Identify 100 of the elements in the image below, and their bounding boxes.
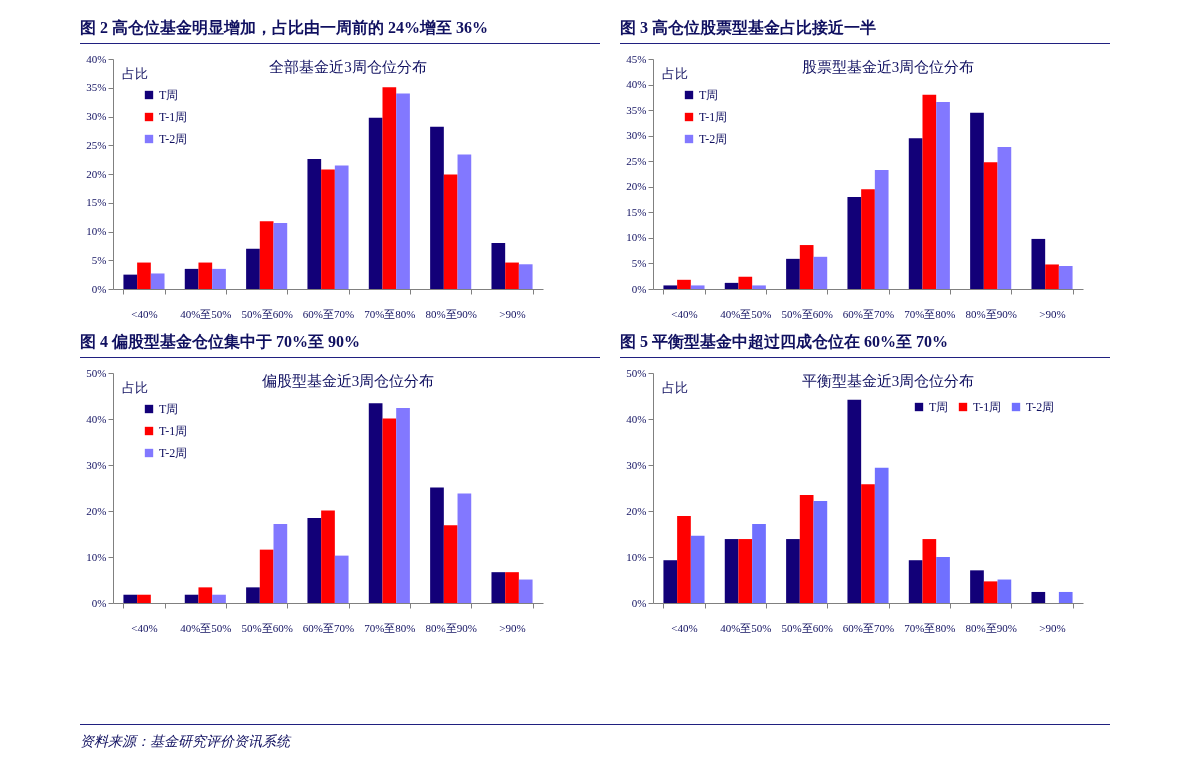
x-tick-label: 50%至60%: [241, 307, 293, 320]
chart-subtitle: 平衡型基金近3周仓位分布: [801, 373, 975, 389]
legend-label: T-1周: [973, 400, 1002, 414]
x-tick-label: 50%至60%: [781, 621, 833, 634]
chart-title: 图 3 高仓位股票型基金占比接近一半: [620, 18, 1110, 44]
legend-label: T周: [159, 402, 179, 416]
bar: [273, 523, 288, 603]
bar: [246, 587, 260, 603]
bar: [738, 276, 753, 289]
bar: [137, 594, 151, 603]
bar: [970, 570, 984, 603]
bar: [847, 197, 862, 289]
bar: [123, 594, 138, 603]
bar: [150, 273, 165, 289]
bar: [874, 467, 889, 603]
y-tick-label: 35%: [626, 103, 647, 116]
legend-label: T-2周: [699, 132, 728, 146]
bar: [936, 557, 950, 603]
y-tick-label: 50%: [86, 366, 107, 379]
y-tick-label: 20%: [86, 167, 107, 180]
y-tick-label: 30%: [86, 110, 107, 122]
bar: [738, 539, 753, 603]
legend-label: T-1周: [699, 110, 728, 124]
bar: [123, 274, 138, 289]
chart-subtitle: 股票型基金近3周仓位分布: [801, 59, 975, 75]
bar: [1031, 591, 1046, 603]
y-tick-label: 5%: [631, 256, 647, 269]
y-tick-label: 20%: [86, 504, 107, 517]
bar: [184, 594, 199, 603]
x-tick-label: 70%至80%: [904, 307, 956, 320]
bar: [752, 285, 766, 289]
x-tick-label: >90%: [1039, 621, 1066, 634]
bar: [799, 245, 814, 289]
x-tick-label: 60%至70%: [302, 621, 355, 634]
y-tick-label: 0%: [91, 596, 107, 609]
y-tick-label: 35%: [86, 81, 107, 94]
y-tick-label: 45%: [626, 52, 647, 65]
y-tick-label: 40%: [86, 412, 107, 425]
legend-label: T周: [699, 88, 719, 102]
chart-subtitle: 偏股型基金近3周仓位分布: [261, 373, 435, 389]
bar: [997, 579, 1012, 603]
bar: [690, 535, 705, 603]
bar: [382, 87, 397, 289]
bar: [677, 516, 691, 603]
bar: [724, 282, 739, 289]
y-axis-title: 占比: [121, 379, 148, 395]
bar: [334, 555, 349, 603]
x-tick-label: 70%至80%: [364, 621, 416, 634]
y-tick-label: 15%: [86, 196, 107, 209]
chart-title: 图 4 偏股型基金仓位集中于 70%至 90%: [80, 332, 600, 358]
y-axis-title: 占比: [661, 379, 688, 395]
bar: [457, 154, 472, 289]
bar: [813, 256, 828, 289]
bar: [321, 510, 335, 603]
bar: [922, 94, 937, 289]
bar: [430, 487, 444, 603]
x-tick-label: <40%: [131, 621, 158, 634]
bar: [430, 126, 444, 289]
x-tick-label: <40%: [671, 621, 698, 634]
legend-label: T-1周: [159, 424, 188, 438]
y-tick-label: 10%: [626, 550, 647, 563]
y-tick-label: 5%: [91, 253, 107, 266]
bar: [983, 162, 998, 289]
y-tick-label: 10%: [626, 231, 647, 244]
x-tick-label: 50%至60%: [781, 307, 833, 320]
x-tick-label: >90%: [499, 307, 526, 320]
legend-label: T-1周: [159, 110, 188, 124]
bar: [813, 500, 828, 603]
bar: [137, 262, 151, 289]
bar: [874, 169, 889, 289]
bar: [368, 117, 383, 289]
y-tick-label: 30%: [86, 458, 107, 471]
bar: [1045, 264, 1059, 289]
bar: [663, 560, 678, 603]
y-tick-label: 25%: [626, 154, 647, 167]
bar: [212, 268, 226, 289]
bar: [491, 243, 506, 289]
x-tick-label: 70%至80%: [364, 307, 416, 320]
x-tick-label: 70%至80%: [904, 621, 956, 634]
x-tick-label: 80%至90%: [425, 621, 477, 634]
bar: [246, 248, 260, 289]
bar: [198, 262, 213, 289]
x-tick-label: <40%: [131, 307, 158, 320]
y-tick-label: 10%: [86, 550, 107, 563]
bar: [1058, 266, 1073, 289]
bar: [184, 268, 199, 289]
x-tick-label: >90%: [499, 621, 526, 634]
bar: [259, 549, 274, 603]
bar: [518, 579, 533, 603]
y-tick-label: 15%: [626, 205, 647, 218]
bar: [997, 146, 1012, 289]
bar: [663, 285, 678, 289]
y-tick-label: 50%: [626, 366, 647, 379]
bar: [752, 523, 766, 603]
legend-label: T-2周: [1026, 400, 1055, 414]
bar: [677, 279, 691, 289]
bar: [198, 587, 213, 603]
bar: [396, 407, 410, 603]
bar: [861, 189, 875, 289]
bar: [786, 539, 800, 603]
